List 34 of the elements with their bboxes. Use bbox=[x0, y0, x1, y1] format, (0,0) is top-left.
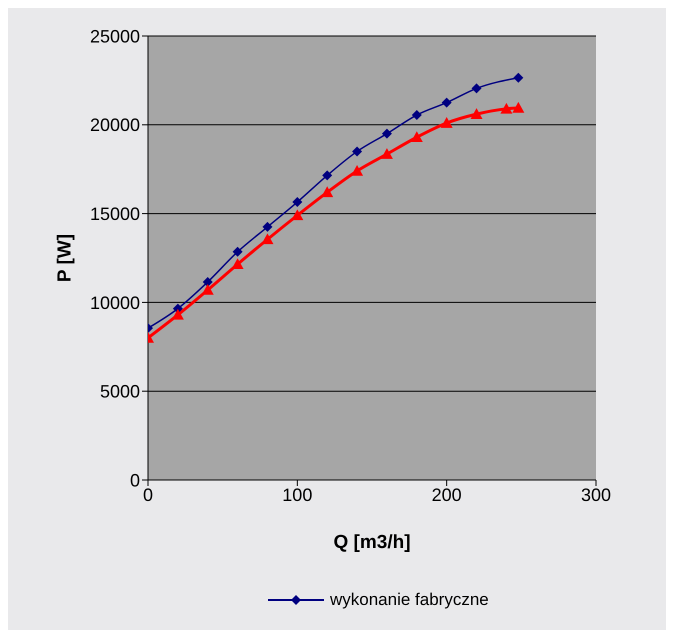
y-tick-label: 10000 bbox=[90, 292, 140, 313]
y-tick-label: 0 bbox=[130, 470, 140, 490]
point bbox=[380, 148, 393, 159]
point bbox=[382, 128, 392, 139]
y-tick-label: 20000 bbox=[90, 115, 140, 136]
point bbox=[352, 146, 362, 156]
point bbox=[351, 164, 364, 176]
point bbox=[513, 72, 524, 83]
point bbox=[232, 258, 244, 270]
point bbox=[442, 98, 452, 108]
point bbox=[292, 197, 302, 208]
point bbox=[291, 209, 304, 220]
x-axis-title: Q [m3/h] bbox=[333, 532, 411, 553]
y-tick-label: 25000 bbox=[90, 26, 140, 46]
y-tick-label: 15000 bbox=[90, 204, 140, 224]
point bbox=[472, 83, 482, 94]
point bbox=[500, 102, 512, 114]
y-tick-label: 5000 bbox=[100, 382, 140, 402]
point bbox=[412, 110, 422, 120]
point bbox=[232, 246, 243, 257]
point bbox=[410, 131, 423, 142]
point bbox=[470, 108, 483, 119]
point bbox=[322, 170, 332, 180]
point bbox=[512, 102, 524, 113]
legend-label: wykonanie fabryczne bbox=[330, 590, 489, 610]
y-axis-title: P [W] bbox=[54, 234, 76, 282]
x-tick-label: 300 bbox=[580, 484, 612, 505]
x-tick-label: 100 bbox=[282, 484, 312, 505]
point bbox=[202, 284, 214, 295]
point bbox=[440, 117, 453, 128]
x-tick-label: 0 bbox=[142, 484, 154, 505]
point bbox=[202, 276, 213, 287]
x-tick-label: 200 bbox=[432, 484, 462, 505]
point bbox=[262, 222, 272, 232]
